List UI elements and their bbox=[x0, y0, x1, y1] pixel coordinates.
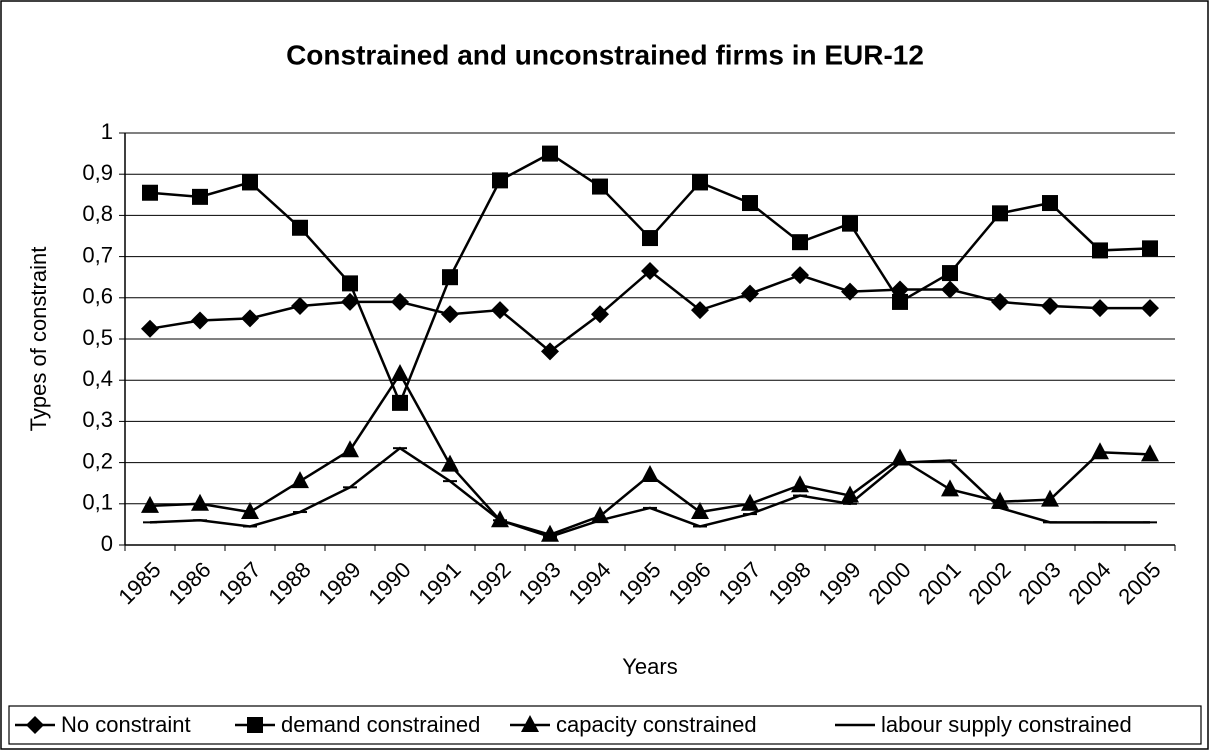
y-tick-label: 0,2 bbox=[82, 448, 113, 473]
legend-label: No constraint bbox=[61, 712, 191, 737]
point bbox=[242, 174, 258, 191]
point bbox=[291, 297, 309, 316]
point bbox=[592, 178, 608, 195]
y-tick-label: 0,6 bbox=[82, 284, 113, 309]
point bbox=[841, 282, 859, 301]
point bbox=[1041, 297, 1059, 316]
point bbox=[142, 184, 158, 201]
point bbox=[691, 301, 709, 320]
y-tick-label: 0,4 bbox=[82, 366, 113, 391]
point bbox=[991, 292, 1009, 311]
point bbox=[741, 284, 759, 303]
point bbox=[641, 262, 659, 281]
point bbox=[342, 275, 358, 292]
point bbox=[1042, 195, 1058, 212]
point bbox=[392, 394, 408, 411]
point bbox=[241, 309, 259, 328]
point bbox=[942, 265, 958, 282]
point bbox=[491, 301, 509, 320]
point bbox=[141, 495, 159, 513]
point bbox=[1041, 489, 1059, 507]
point bbox=[692, 174, 708, 191]
point bbox=[1091, 299, 1109, 318]
point bbox=[291, 471, 309, 489]
point bbox=[842, 215, 858, 232]
point bbox=[192, 188, 208, 205]
point bbox=[791, 475, 809, 493]
y-tick-label: 0,9 bbox=[82, 160, 113, 185]
legend-marker bbox=[521, 715, 539, 732]
point bbox=[792, 234, 808, 251]
point bbox=[892, 293, 908, 310]
point bbox=[241, 502, 259, 520]
point bbox=[391, 292, 409, 311]
point bbox=[741, 493, 759, 511]
point bbox=[641, 464, 659, 482]
point bbox=[141, 319, 159, 338]
point bbox=[841, 485, 859, 503]
x-axis-title: Years bbox=[622, 654, 677, 679]
point bbox=[341, 292, 359, 311]
point bbox=[1141, 299, 1159, 318]
legend-box bbox=[8, 705, 1202, 745]
point bbox=[1142, 240, 1158, 257]
y-tick-label: 0,1 bbox=[82, 490, 113, 515]
point bbox=[391, 364, 409, 382]
y-tick-label: 0,3 bbox=[82, 407, 113, 432]
point bbox=[541, 342, 559, 361]
point bbox=[341, 440, 359, 458]
point bbox=[191, 493, 209, 511]
point bbox=[941, 280, 959, 299]
point bbox=[1091, 442, 1109, 460]
chart-title: Constrained and unconstrained firms in E… bbox=[286, 39, 924, 70]
legend-marker bbox=[26, 716, 44, 734]
y-axis-title: Types of constraint bbox=[26, 247, 51, 432]
legend-label: capacity constrained bbox=[556, 712, 757, 737]
point bbox=[191, 311, 209, 330]
legend-marker bbox=[247, 717, 263, 733]
y-tick-label: 0,7 bbox=[82, 242, 113, 267]
point bbox=[992, 205, 1008, 222]
y-tick-label: 0,5 bbox=[82, 325, 113, 350]
point bbox=[691, 502, 709, 520]
point bbox=[441, 305, 459, 324]
y-tick-label: 1 bbox=[101, 119, 113, 144]
point bbox=[642, 230, 658, 247]
point bbox=[591, 305, 609, 324]
point bbox=[1092, 242, 1108, 259]
point bbox=[1141, 444, 1159, 462]
point bbox=[941, 479, 959, 497]
point bbox=[542, 145, 558, 162]
point bbox=[791, 266, 809, 285]
point bbox=[742, 195, 758, 212]
point bbox=[292, 219, 308, 236]
point bbox=[441, 454, 459, 472]
legend-label: labour supply constrained bbox=[881, 712, 1132, 737]
y-tick-label: 0,8 bbox=[82, 201, 113, 226]
point bbox=[492, 172, 508, 189]
legend-label: demand constrained bbox=[281, 712, 480, 737]
point bbox=[442, 269, 458, 286]
y-tick-label: 0 bbox=[101, 531, 113, 556]
